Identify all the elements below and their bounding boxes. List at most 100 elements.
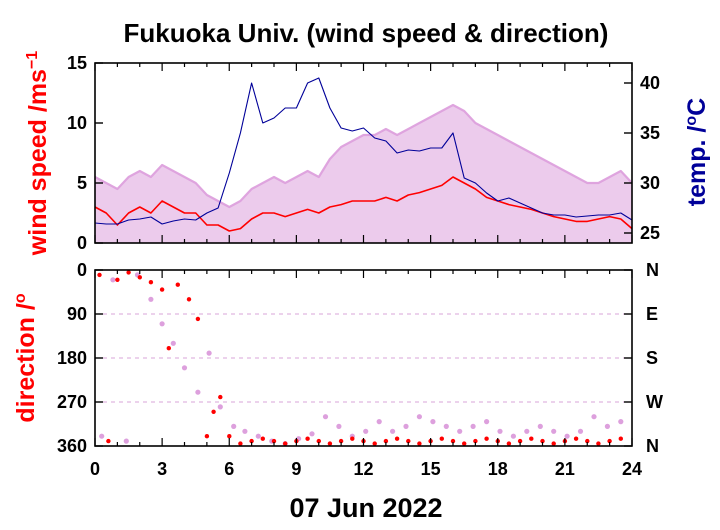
direction-point-1-46 [585,438,590,444]
compass-label-w-3: W [646,392,663,412]
direction-gridlines [95,313,632,403]
direction-point-1-40 [517,438,523,444]
time-tick-label-12: 12 [353,459,373,479]
direction-point-0-18 [322,414,329,420]
time-tick-label-15: 15 [421,459,441,479]
direction-point-1-8 [175,282,180,287]
temperature-axis-label: temp. /oC [683,98,711,206]
direction-point-1-34 [450,438,456,444]
direction-point-1-16 [249,438,254,444]
direction-point-0-1 [110,277,116,283]
direction-point-0-27 [443,423,449,429]
direction-point-1-47 [596,441,601,446]
direction-point-0-6 [170,340,176,346]
series-line-2 [94,77,633,225]
direction-point-1-27 [372,441,377,446]
time-tick-label-21: 21 [555,459,575,479]
compass-label-e-1: E [646,304,658,324]
direction-point-1-14 [227,434,232,439]
direction-point-1-39 [506,441,512,446]
wind-speed-axis-label: wind speed /ms−1 [24,51,52,257]
direction-point-1-7 [166,346,171,351]
direction-point-1-13 [218,394,223,400]
direction-point-0-38 [591,414,597,420]
direction-point-0-11 [231,423,237,429]
direction-point-0-36 [564,433,570,439]
direction-point-0-21 [363,428,369,434]
direction-point-0-34 [537,423,543,429]
wind-direction-panel: 0 3 6 9 12 15 18 21 24 0 90 180 270 360 N E S W N [57,260,663,479]
direction-point-1-43 [551,441,556,446]
direction-point-1-37 [484,436,489,441]
direction-point-1-4 [137,275,142,280]
direction-tick-label-180: 180 [57,348,87,368]
time-tick-label-24: 24 [622,459,642,479]
direction-point-1-10 [195,316,201,322]
direction-point-0-4 [148,296,154,302]
direction-point-0-12 [242,428,248,434]
x-axis-title: 07 Jun 2022 [289,493,442,523]
direction-point-1-22 [316,438,321,444]
direction-point-0-30 [484,419,490,425]
chart-title: Fukuoka Univ. (wind speed & direction) [124,18,609,48]
direction-point-0-24 [403,423,409,429]
direction-tick-label-270: 270 [57,392,87,412]
compass-label-s-2: S [646,348,658,368]
speed-tick-label-5: 5 [77,173,87,193]
wind-speed-panel: 0 5 10 15 25 30 35 40 [67,53,660,253]
direction-point-0-33 [524,428,530,434]
direction-point-0-13 [255,433,261,439]
direction-point-1-1 [106,438,111,444]
direction-point-1-6 [159,287,165,292]
speed-tick-label-0: 0 [77,233,87,253]
direction-point-0-9 [206,350,212,356]
direction-point-0-5 [159,321,165,327]
direction-point-1-31 [417,441,422,446]
direction-point-1-35 [462,441,467,446]
direction-point-0-7 [181,365,188,371]
gust-envelope-area [95,105,632,243]
direction-point-1-5 [148,280,154,285]
speed-tick-label-10: 10 [67,113,87,133]
bottom-ticks: 0 3 6 9 12 15 18 21 24 0 90 180 270 360 N E S W N [57,260,663,479]
direction-point-1-15 [238,441,243,446]
direction-point-1-24 [338,438,344,444]
time-tick-label-18: 18 [488,459,508,479]
direction-point-1-19 [283,441,288,446]
direction-point-0-31 [497,428,503,434]
temp-tick-label-35: 35 [640,123,660,143]
direction-point-1-21 [305,436,310,441]
direction-point-0-25 [416,414,422,420]
direction-point-1-30 [406,438,411,444]
series-line-0 [94,103,633,209]
top-series-layer [94,77,633,243]
direction-point-1-48 [607,438,612,444]
direction-point-1-17 [260,436,265,441]
direction-point-1-0 [97,272,102,278]
direction-point-0-37 [577,428,584,434]
direction-point-0-39 [604,423,611,429]
direction-point-1-49 [618,436,623,441]
speed-tick-label-15: 15 [67,53,87,73]
direction-point-1-29 [394,436,400,441]
direction-point-1-45 [573,436,579,441]
direction-point-1-23 [327,441,333,446]
direction-point-0-2 [123,438,129,444]
temp-tick-label-25: 25 [640,223,660,243]
direction-point-0-32 [510,433,516,439]
direction-point-1-3 [126,270,131,275]
direction-point-1-12 [211,409,216,414]
temp-tick-label-40: 40 [640,73,660,93]
bottom-series-layer [97,270,624,447]
direction-point-0-10 [217,404,223,410]
direction-point-0-8 [195,389,201,395]
direction-point-1-33 [439,436,444,441]
direction-point-0-35 [551,428,557,434]
direction-point-1-41 [529,436,534,441]
compass-label-n-0: N [646,260,659,280]
time-tick-label-6: 6 [224,459,234,479]
temp-tick-label-30: 30 [640,173,660,193]
direction-point-1-28 [383,438,389,444]
direction-point-0-22 [376,419,382,425]
